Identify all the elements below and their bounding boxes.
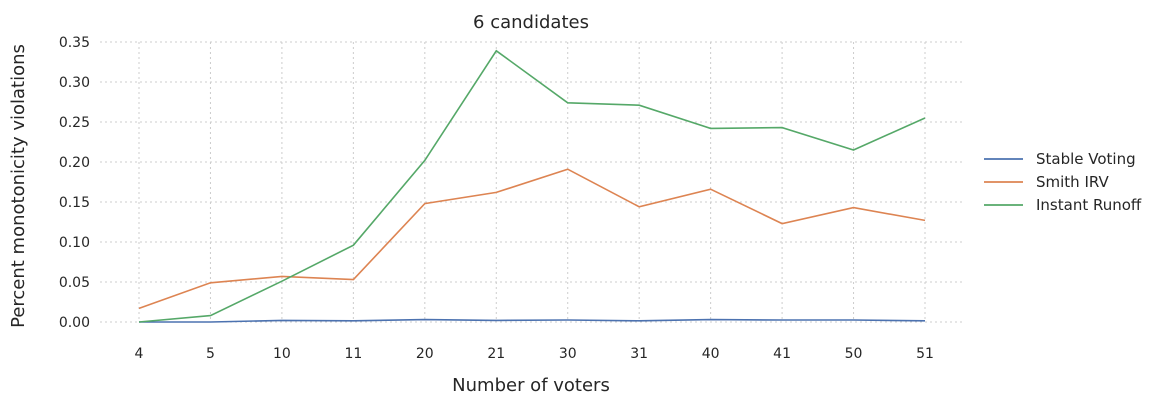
x-tick-label: 4: [135, 346, 144, 362]
x-tick-label: 31: [630, 346, 648, 362]
x-tick-label: 40: [702, 346, 720, 362]
y-tick-label: 0.00: [59, 315, 90, 331]
series-line-stable-voting: [139, 318, 926, 323]
x-tick-label: 20: [416, 346, 434, 362]
x-axis-label: Number of voters: [452, 375, 610, 395]
x-tick-label: 5: [206, 346, 215, 362]
grid: [100, 41, 962, 323]
series-lines: [138, 49, 926, 323]
x-tick-label: 30: [559, 346, 577, 362]
x-tick-label: 51: [916, 346, 934, 362]
y-axis-ticks: 0.00 0.05 0.10 0.15 0.20 0.25 0.30 0.35: [59, 35, 90, 331]
legend-label-smith-irv: Smith IRV: [1036, 173, 1109, 191]
legend-label-instant-runoff: Instant Runoff: [1036, 196, 1142, 214]
legend-label-stable-voting: Stable Voting: [1036, 150, 1136, 168]
y-tick-label: 0.30: [59, 75, 90, 91]
x-axis-ticks: 4 5 10 11 20 21 30 31 40 41 50 51: [135, 346, 934, 362]
series-line-smith-irv: [138, 168, 926, 310]
y-axis-label: Percent monotonicity violations: [8, 44, 29, 328]
y-tick-label: 0.35: [59, 35, 90, 51]
x-tick-label: 50: [845, 346, 863, 362]
series-line-instant-runoff: [138, 49, 926, 323]
chart-title: 6 candidates: [473, 12, 589, 33]
x-tick-label: 41: [773, 346, 791, 362]
y-tick-label: 0.10: [59, 235, 90, 251]
y-tick-label: 0.25: [59, 115, 90, 131]
x-tick-label: 10: [273, 346, 291, 362]
x-tick-label: 11: [344, 346, 362, 362]
y-tick-label: 0.05: [59, 275, 90, 291]
x-tick-label: 21: [487, 346, 505, 362]
y-tick-label: 0.15: [59, 195, 90, 211]
y-tick-label: 0.20: [59, 155, 90, 171]
legend: Stable Voting Smith IRV Instant Runoff: [984, 150, 1142, 214]
